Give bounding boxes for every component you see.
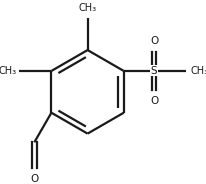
Text: CH₃: CH₃: [0, 66, 16, 76]
Text: CH₃: CH₃: [78, 3, 97, 13]
Text: CH₃: CH₃: [190, 66, 206, 76]
Text: O: O: [150, 96, 158, 106]
Text: O: O: [30, 174, 39, 184]
Text: S: S: [151, 66, 157, 76]
Text: O: O: [150, 36, 158, 46]
